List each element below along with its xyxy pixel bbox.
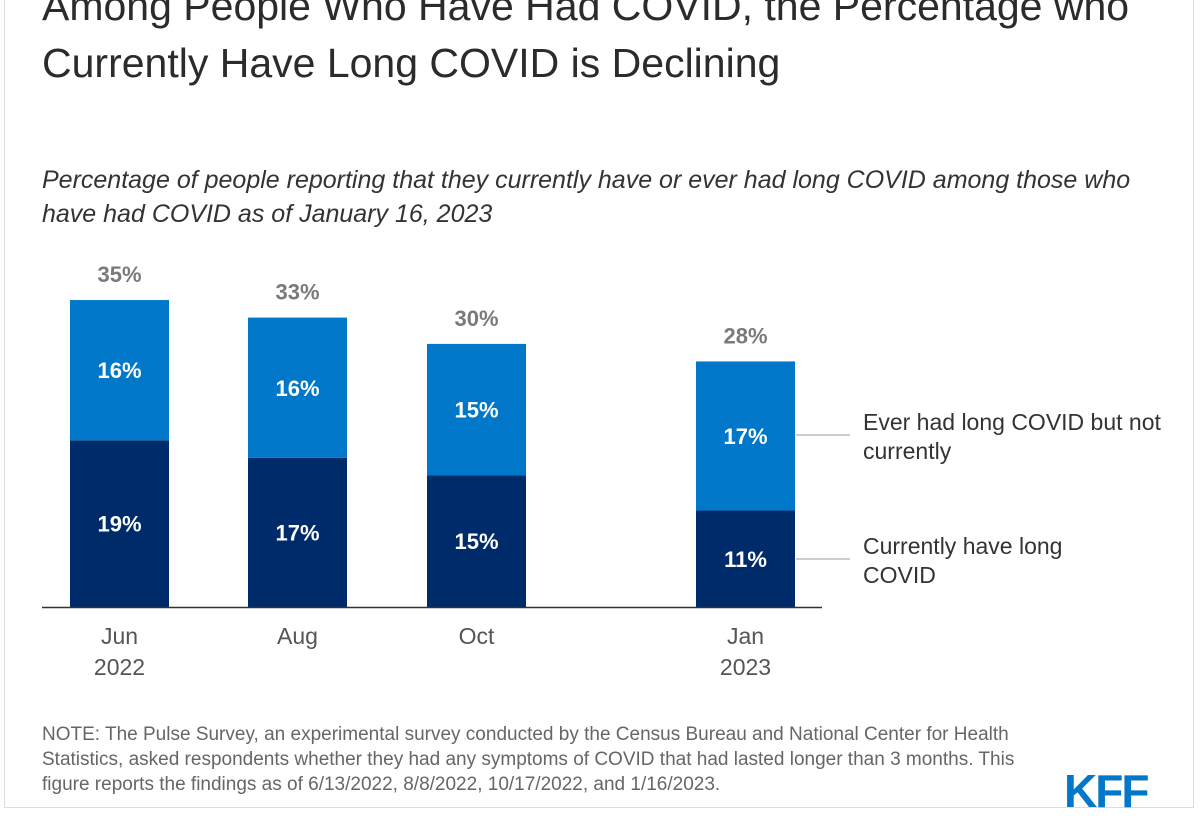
total-label: 30% [454, 306, 498, 331]
total-label: 35% [97, 262, 141, 287]
data-label: 17% [723, 424, 767, 449]
chart-title: Among People Who Have Had COVID, the Per… [42, 0, 1130, 86]
bar-segment-ever-had [70, 300, 169, 441]
legend-label-currently-have: Currently have long COVID [863, 533, 1063, 588]
data-label: 17% [275, 520, 319, 545]
stacked-bar-chart: 19% 16% 35% Jun 2022 17% 16% 33% Aug 15% 15% 30% Oct… [42, 262, 850, 680]
data-label: 16% [275, 376, 319, 401]
bar-segment-current [248, 457, 347, 607]
data-label: 19% [97, 512, 141, 537]
chart-subtitle: Percentage of people reporting that they… [42, 166, 1131, 228]
bar-segment-current [427, 475, 526, 607]
data-label: 16% [97, 358, 141, 383]
data-label: 11% [724, 547, 767, 572]
bar-segment-ever-had [696, 361, 795, 511]
x-tick-label: Jun [101, 623, 138, 649]
total-label: 33% [275, 280, 319, 305]
x-tick-label-year: 2023 [720, 654, 771, 680]
x-tick-label: Aug [277, 623, 318, 649]
x-tick-label: Oct [459, 623, 495, 649]
x-tick-label: Jan [727, 623, 764, 649]
data-label: 15% [454, 529, 498, 554]
kff-logo: KFF [1064, 765, 1149, 817]
bar-segment-current [696, 510, 795, 607]
bar-segment-ever-had [427, 343, 526, 476]
footnote: NOTE: The Pulse Survey, an experimental … [42, 724, 1015, 795]
total-label: 28% [723, 323, 767, 348]
bar-segment-current [70, 440, 169, 607]
data-label: 15% [454, 398, 498, 423]
bar-segment-ever-had [248, 317, 347, 458]
x-tick-label-year: 2022 [94, 654, 145, 680]
legend-label-ever-had: Ever had long COVID but not currently [863, 409, 1161, 464]
